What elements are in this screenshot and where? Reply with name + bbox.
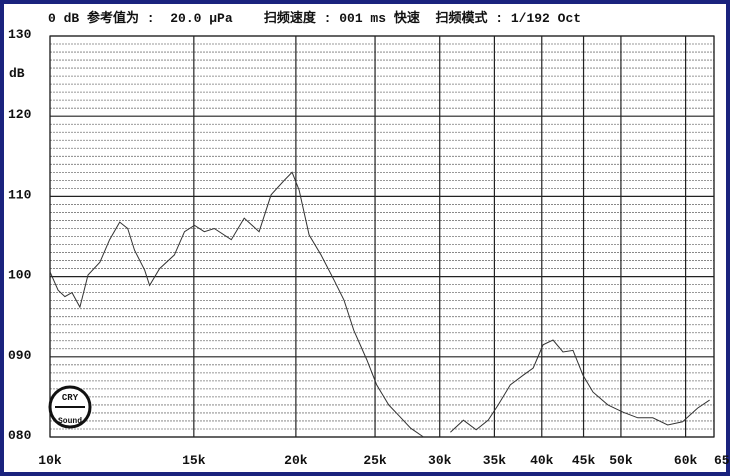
y-tick-label: 100 bbox=[8, 268, 32, 283]
chart-title: 0 dB 参考值为 : 20.0 μPa 扫频速度 : 001 ms 快速 扫频… bbox=[48, 10, 581, 26]
y-tick-label: 110 bbox=[8, 187, 32, 202]
x-tick-label: 10k bbox=[38, 453, 62, 468]
x-tick-label: 40k bbox=[530, 453, 554, 468]
logo-top: CRY bbox=[62, 393, 79, 403]
x-tick-label: 65 bbox=[714, 453, 730, 468]
x-tick-label: 35k bbox=[483, 453, 507, 468]
x-tick-label: 15k bbox=[182, 453, 206, 468]
x-tick-label: 50k bbox=[609, 453, 633, 468]
y-tick-label: 120 bbox=[8, 107, 32, 122]
x-tick-label: 20k bbox=[284, 453, 308, 468]
x-tick-label: 60k bbox=[674, 453, 698, 468]
y-tick-label: 130 bbox=[8, 27, 32, 42]
x-tick-label: 30k bbox=[428, 453, 452, 468]
plot-border bbox=[49, 35, 715, 438]
y-tick-label: 080 bbox=[8, 428, 32, 443]
logo-bottom: Sound bbox=[58, 417, 82, 426]
y-axis-label: dB bbox=[9, 66, 25, 81]
x-tick-label: 45k bbox=[572, 453, 596, 468]
x-tick-label: 25k bbox=[363, 453, 387, 468]
logo: CRY Sound bbox=[48, 385, 92, 429]
y-tick-label: 090 bbox=[8, 348, 32, 363]
data-line bbox=[49, 171, 710, 438]
